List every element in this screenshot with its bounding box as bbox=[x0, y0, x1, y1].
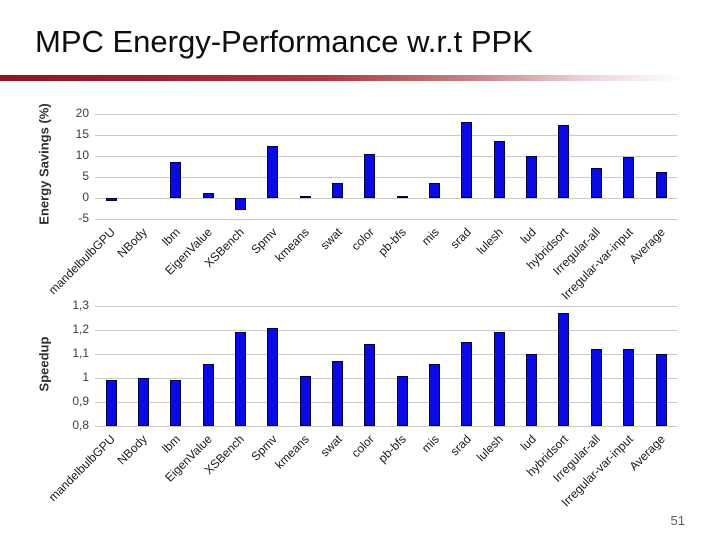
slide-title: MPC Energy-Performance w.r.t PPK bbox=[35, 24, 533, 59]
bar-lbm bbox=[170, 161, 182, 198]
bar-Spmv bbox=[267, 327, 279, 426]
bar-swat bbox=[332, 361, 343, 426]
y-tick-label: 20 bbox=[75, 106, 89, 120]
bar-lud bbox=[526, 354, 538, 426]
bar-mandelbulbGPU bbox=[105, 380, 117, 426]
gridline bbox=[95, 378, 677, 379]
y-tick-label: 1,3 bbox=[72, 298, 89, 312]
y-tick-label: 1 bbox=[82, 370, 89, 384]
gridline bbox=[95, 156, 677, 157]
y-tick-label: -5 bbox=[78, 211, 89, 225]
bar-mis bbox=[429, 182, 440, 198]
gridline bbox=[95, 177, 677, 178]
bar-hybridsort bbox=[558, 124, 570, 198]
gridline bbox=[95, 354, 677, 355]
gridline bbox=[95, 135, 677, 136]
accent-divider bbox=[0, 75, 720, 81]
bar-Irregular-all bbox=[590, 349, 602, 426]
bar-lulesh bbox=[493, 332, 505, 426]
y-tick-label: 1,2 bbox=[72, 322, 89, 336]
bar-XSBench bbox=[234, 198, 246, 211]
bar-Irregular-all bbox=[590, 167, 602, 198]
bar-kmeans bbox=[299, 195, 311, 198]
y-tick-label: 10 bbox=[75, 148, 89, 162]
energy-savings-axis-label: Energy Savings (%) bbox=[36, 103, 52, 225]
bar-color bbox=[364, 344, 376, 426]
bar-pb-bfs bbox=[396, 375, 408, 426]
gridline bbox=[95, 330, 677, 331]
page-number: 51 bbox=[670, 513, 685, 528]
gridline bbox=[95, 426, 677, 427]
y-tick-label: 1,1 bbox=[72, 346, 89, 360]
bar-kmeans bbox=[299, 375, 311, 426]
bar-color bbox=[364, 153, 376, 198]
energy-savings-chart: 20 15 10 5 0 -5 mandelbulbGPU NBody lbm EigenValu… bbox=[46, 106, 677, 302]
bar-Average bbox=[655, 172, 667, 198]
bar-Average bbox=[655, 354, 667, 426]
bar-NBody bbox=[137, 378, 149, 426]
bar-swat bbox=[332, 182, 343, 198]
speedup-chart: 1,3 1,2 1,1 1 0,9 0,8 mandelbulbGPU NBody lbm Eig… bbox=[46, 298, 677, 509]
gridline bbox=[95, 402, 677, 403]
y-tick-label: 0,8 bbox=[72, 418, 89, 432]
y-tick-label: 0 bbox=[82, 190, 89, 204]
speedup-axis-label: Speedup bbox=[36, 336, 52, 392]
gridline bbox=[95, 219, 677, 220]
bar-pb-bfs bbox=[396, 196, 408, 199]
bar-EigenValue bbox=[202, 192, 214, 198]
y-tick-label: 15 bbox=[75, 127, 89, 141]
bar-mis bbox=[429, 363, 440, 426]
y-tick-label: 0,9 bbox=[72, 394, 89, 408]
bar-Spmv bbox=[267, 146, 279, 198]
bar-EigenValue bbox=[202, 363, 214, 426]
y-tick-label: 5 bbox=[82, 169, 89, 183]
bar-lbm bbox=[170, 380, 182, 426]
gridline bbox=[95, 114, 677, 115]
gridline bbox=[95, 198, 677, 199]
bar-srad bbox=[461, 342, 473, 426]
bar-Irregular-var-input bbox=[623, 349, 635, 426]
bar-lulesh bbox=[493, 141, 505, 198]
bar-srad bbox=[461, 122, 473, 198]
bar-Irregular-var-input bbox=[623, 156, 635, 198]
bar-XSBench bbox=[234, 332, 246, 426]
gridline bbox=[95, 306, 677, 307]
bar-mandelbulbGPU bbox=[105, 198, 117, 201]
bar-hybridsort bbox=[558, 313, 570, 426]
bar-lud bbox=[526, 156, 538, 198]
